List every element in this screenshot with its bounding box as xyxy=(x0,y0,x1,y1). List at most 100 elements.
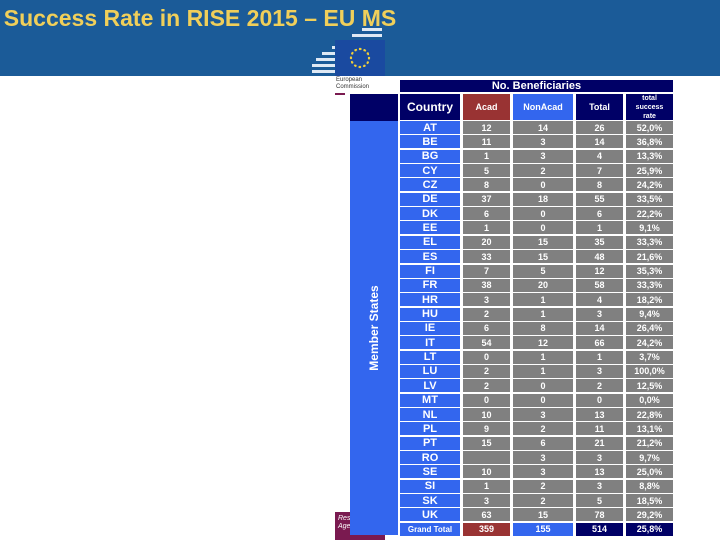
cell-acad: 3 xyxy=(463,293,510,307)
cell-acad: 11 xyxy=(463,135,510,149)
cell-acad: 1 xyxy=(463,149,510,163)
member-states-label: Member States xyxy=(367,285,381,371)
cell-country: HU xyxy=(400,307,460,321)
cell-country: BG xyxy=(400,149,460,163)
cell-country: LV xyxy=(400,379,460,393)
cell-acad: 6 xyxy=(463,207,510,221)
ec-logo-bar xyxy=(335,93,345,95)
cell-success-rate: 21,6% xyxy=(626,250,673,264)
cell-success-rate: 9,4% xyxy=(626,307,673,321)
cell-success-rate: 9,7% xyxy=(626,451,673,465)
cell-success-rate: 22,2% xyxy=(626,207,673,221)
cell-total: 8 xyxy=(576,178,623,192)
cell-success-rate: 13,1% xyxy=(626,422,673,436)
cell-total: 11 xyxy=(576,422,623,436)
grand-total-acad: 359 xyxy=(463,522,510,536)
cell-nonacad: 1 xyxy=(513,307,573,321)
cell-country: PL xyxy=(400,422,460,436)
cell-acad: 15 xyxy=(463,436,510,450)
cell-nonacad: 18 xyxy=(513,192,573,206)
cell-nonacad: 0 xyxy=(513,393,573,407)
grand-total-country: Grand Total xyxy=(400,522,460,536)
cell-total: 14 xyxy=(576,135,623,149)
side-band: Member States xyxy=(350,121,398,535)
cell-acad: 37 xyxy=(463,192,510,206)
cell-success-rate: 18,5% xyxy=(626,494,673,508)
cell-nonacad: 0 xyxy=(513,178,573,192)
cell-success-rate: 26,4% xyxy=(626,321,673,335)
cell-country: LT xyxy=(400,350,460,364)
cell-acad: 54 xyxy=(463,336,510,350)
cell-nonacad: 1 xyxy=(513,350,573,364)
cell-total: 14 xyxy=(576,321,623,335)
cell-success-rate: 21,2% xyxy=(626,436,673,450)
cell-nonacad: 0 xyxy=(513,221,573,235)
cell-total: 35 xyxy=(576,235,623,249)
cell-country: DK xyxy=(400,207,460,221)
cell-nonacad: 8 xyxy=(513,321,573,335)
cell-total: 6 xyxy=(576,207,623,221)
cell-acad: 2 xyxy=(463,307,510,321)
ec-logo-text: European Commission xyxy=(336,77,370,90)
cell-country: SI xyxy=(400,479,460,493)
cell-country: FR xyxy=(400,278,460,292)
cell-country: CY xyxy=(400,164,460,178)
cell-nonacad: 6 xyxy=(513,436,573,450)
cell-success-rate: 25,0% xyxy=(626,465,673,479)
cell-total: 13 xyxy=(576,408,623,421)
cell-nonacad: 3 xyxy=(513,451,573,465)
cell-nonacad: 14 xyxy=(513,121,573,134)
cell-success-rate: 29,2% xyxy=(626,508,673,522)
cell-total: 78 xyxy=(576,508,623,522)
cell-success-rate: 13,3% xyxy=(626,149,673,163)
cell-total: 55 xyxy=(576,192,623,206)
cell-success-rate: 52,0% xyxy=(626,121,673,134)
cell-success-rate: 24,2% xyxy=(626,178,673,192)
grand-total-nonacad: 155 xyxy=(513,522,573,536)
cell-country: MT xyxy=(400,393,460,407)
cell-success-rate: 18,2% xyxy=(626,293,673,307)
cell-acad: 33 xyxy=(463,250,510,264)
cell-country: CZ xyxy=(400,178,460,192)
cell-country: FI xyxy=(400,264,460,278)
cell-acad: 1 xyxy=(463,479,510,493)
cell-success-rate: 33,3% xyxy=(626,235,673,249)
title-banner: Success Rate in RISE 2015 – EU MS xyxy=(0,0,720,76)
cell-success-rate: 33,5% xyxy=(626,192,673,206)
cell-total: 1 xyxy=(576,350,623,364)
cell-success-rate: 9,1% xyxy=(626,221,673,235)
cell-total: 3 xyxy=(576,479,623,493)
cell-country: LU xyxy=(400,364,460,378)
cell-acad: 10 xyxy=(463,465,510,479)
eu-flag-icon xyxy=(335,40,385,76)
col-header-success-rate: total success rate xyxy=(626,94,673,120)
col-header-acad: Acad xyxy=(463,94,510,120)
cell-success-rate: 100,0% xyxy=(626,364,673,378)
cell-total: 5 xyxy=(576,494,623,508)
cell-acad: 20 xyxy=(463,235,510,249)
cell-nonacad: 15 xyxy=(513,250,573,264)
slide-title: Success Rate in RISE 2015 – EU MS xyxy=(3,5,397,31)
cell-acad: 10 xyxy=(463,408,510,421)
cell-total: 13 xyxy=(576,465,623,479)
cell-nonacad: 2 xyxy=(513,479,573,493)
cell-success-rate: 35,3% xyxy=(626,264,673,278)
cell-acad: 2 xyxy=(463,364,510,378)
cell-acad: 5 xyxy=(463,164,510,178)
cell-country: IE xyxy=(400,321,460,335)
cell-country: UK xyxy=(400,508,460,522)
cell-country: PT xyxy=(400,436,460,450)
cell-total: 26 xyxy=(576,121,623,134)
cell-acad xyxy=(463,451,510,465)
cell-country: SE xyxy=(400,465,460,479)
cell-total: 4 xyxy=(576,149,623,163)
cell-total: 21 xyxy=(576,436,623,450)
cell-acad: 6 xyxy=(463,321,510,335)
cell-total: 3 xyxy=(576,451,623,465)
cell-total: 12 xyxy=(576,264,623,278)
cell-nonacad: 3 xyxy=(513,408,573,421)
cell-acad: 12 xyxy=(463,121,510,134)
cell-success-rate: 24,2% xyxy=(626,336,673,350)
cell-total: 3 xyxy=(576,364,623,378)
cell-country: EE xyxy=(400,221,460,235)
